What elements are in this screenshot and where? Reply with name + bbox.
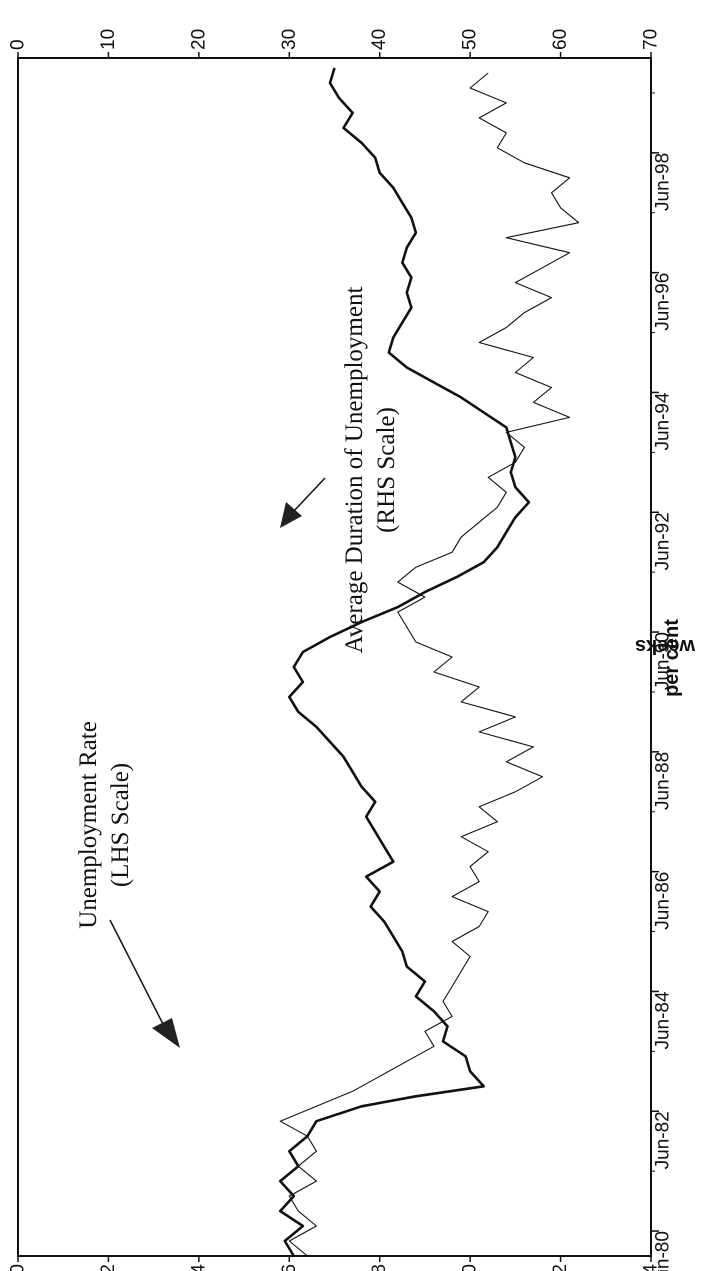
left-axis-ticks: 0 2 4 6 8 10 12 14 [8,1256,662,1271]
annotation-unemployment-rate-line2: (LHS Scale) [107,763,134,887]
annotation-unemployment-rate: Unemployment Rate (LHS Scale) [75,721,180,1048]
x-tick-label: Jun-86 [653,872,674,930]
x-tick-label: Jun-90 [653,632,674,690]
left-tick-label: 10 [460,1264,481,1271]
left-tick-label: 6 [279,1264,300,1271]
right-tick-label: 70 [641,29,662,50]
annotation-average-duration: Average Duration of Unemployment (RHS Sc… [280,287,400,654]
series-layer [278,67,580,1257]
x-axis-ticks: Jun-80 Jun-82 Jun-84 Jun-86 Jun-88 Jun-90 Jun-… [651,92,674,1271]
series-average-duration-line [279,72,580,1257]
left-tick-label: 0 [8,1264,29,1271]
x-tick-label: Jun-88 [653,752,674,810]
x-tick-label: Jun-94 [653,392,674,451]
left-tick-label: 4 [188,1264,209,1271]
annotation-average-duration-line2: (RHS Scale) [373,407,400,533]
right-axis-title: weeks [635,635,696,657]
x-tick-label: Jun-84 [653,991,674,1050]
right-axis-ticks: 0 10 20 30 40 50 60 70 [8,29,662,58]
right-tick-label: 50 [460,29,481,50]
x-tick-label: Jun-82 [653,1111,674,1169]
right-tick-label: 60 [550,29,571,50]
annotation-average-duration-line1: Average Duration of Unemployment [341,287,368,654]
right-tick-label: 20 [188,29,209,50]
left-tick-label: 14 [641,1264,662,1271]
plot-area [17,57,652,1257]
right-tick-label: 0 [8,39,29,50]
right-tick-label: 40 [369,29,390,50]
annotation-unemployment-rate-arrow [109,919,165,1027]
annotation-average-duration-arrowhead [280,502,302,528]
x-tick-label: Jun-80 [653,1231,674,1271]
left-tick-label: 12 [550,1264,571,1271]
right-tick-label: 30 [279,29,300,50]
left-axis-title: per cent [661,619,683,697]
annotation-unemployment-rate-arrowhead [152,1018,180,1048]
series-unemployment-rate-line [278,67,531,1257]
left-tick-label: 8 [369,1264,390,1271]
annotation-unemployment-rate-line1: Unemployment Rate [75,721,102,929]
x-tick-label: Jun-98 [653,153,674,211]
annotation-average-duration-arrow [291,477,326,514]
x-tick-label: Jun-96 [653,273,674,331]
right-tick-label: 10 [98,29,119,50]
left-tick-label: 2 [98,1264,119,1271]
x-tick-label: Jun-92 [653,512,674,570]
